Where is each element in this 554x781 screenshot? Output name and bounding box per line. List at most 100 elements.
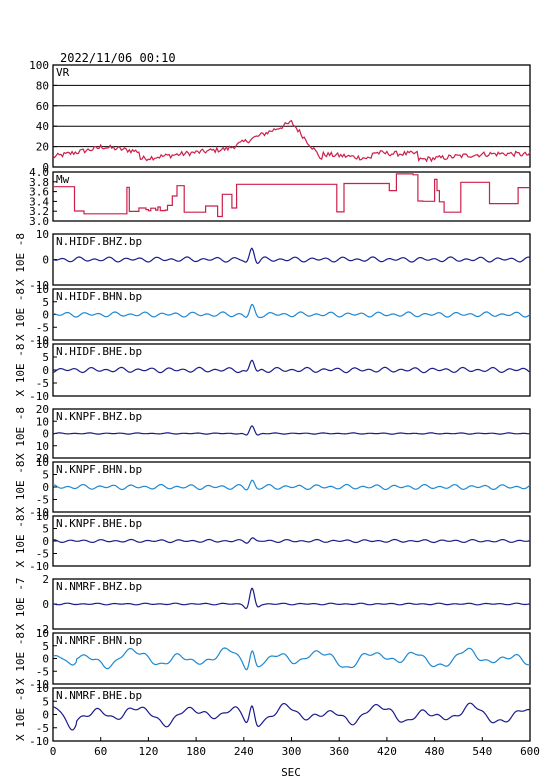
y-tick-label: 10	[36, 338, 49, 351]
y-tick-label: -5	[36, 494, 49, 507]
panel-label: N.NMRF.BHN.bp	[56, 634, 142, 647]
y-tick-label: 0	[42, 598, 49, 611]
y-tick-label: 10	[36, 415, 49, 428]
series-line-knpf-bhz	[52, 425, 530, 436]
y-tick-label: -5	[36, 377, 49, 390]
series-line-knpf-bhe	[53, 537, 531, 544]
y-tick-label: 3.6	[29, 186, 49, 199]
y-tick-label: -10	[29, 678, 49, 691]
y-axis-unit-label: X 10E -8	[14, 688, 27, 741]
y-tick-label: 20	[36, 403, 49, 416]
y-tick-label: 80	[36, 79, 49, 92]
y-tick-label: 5	[42, 296, 49, 309]
y-tick-label: 0	[42, 481, 49, 494]
y-tick-label: -5	[36, 665, 49, 678]
series-line-hidf-bhn	[53, 304, 531, 319]
panel-label: Mw	[56, 173, 70, 186]
y-tick-label: 5	[42, 469, 49, 482]
x-axis: 0 60 120 180 240 300 360 420 480 540 600	[50, 737, 540, 758]
y-tick-label: 0	[42, 364, 49, 377]
y-tick-label: 3.2	[29, 205, 49, 218]
y-axis-unit-label: X 10E -8	[14, 344, 27, 397]
y-tick-label: 0	[42, 428, 49, 441]
y-tick-label: -10	[29, 279, 49, 292]
y-axis-unit-label: X 10E -7	[14, 578, 27, 631]
y-tick-label: -2	[36, 623, 49, 636]
y-tick-label: -5	[36, 722, 49, 735]
series-line-mw	[53, 173, 530, 218]
panel-vr: 100 80 60 40 20 0 VR	[29, 59, 531, 174]
y-tick-label: -5	[36, 321, 49, 334]
y-tick-label: -10	[29, 560, 49, 573]
y-tick-label: 3.4	[29, 195, 49, 208]
y-axis-unit-label: X 10E -8	[14, 233, 27, 286]
y-tick-label: -10	[29, 390, 49, 403]
y-tick-label: 0	[42, 653, 49, 666]
x-tick-label: 180	[186, 745, 206, 758]
y-tick-label: 5	[42, 351, 49, 364]
x-tick-label: 360	[329, 745, 349, 758]
series-line-nmrf-bhe	[53, 702, 531, 731]
x-tick-label: 420	[377, 745, 397, 758]
y-tick-label: 10	[36, 627, 49, 640]
series-line-nmrf-bhz	[52, 587, 531, 610]
y-tick-label: 10	[36, 440, 49, 453]
y-axis-unit-label: X 10E -8	[14, 288, 27, 341]
y-axis-unit-label: X 10E -8	[14, 632, 27, 685]
y-tick-label: 5	[42, 695, 49, 708]
y-tick-label: 10	[36, 456, 49, 469]
y-tick-label: 4.0	[29, 166, 49, 179]
panel-label: VR	[56, 66, 70, 79]
y-tick-label: 100	[29, 59, 49, 72]
panel-label: N.HIDF.BHE.bp	[56, 345, 142, 358]
x-tick-label: 60	[94, 745, 107, 758]
y-tick-label: 3.8	[29, 176, 49, 189]
x-tick-label: 540	[472, 745, 492, 758]
panel-label: N.NMRF.BHZ.bp	[56, 580, 142, 593]
y-axis-unit-label: X 10E -8	[14, 407, 27, 460]
y-axis-unit-label: X 10E -8	[14, 515, 27, 568]
x-tick-label: 480	[425, 745, 445, 758]
series-line-knpf-bhn	[52, 479, 531, 491]
y-tick-label: 0	[42, 309, 49, 322]
panel-label: N.KNPF.BHE.bp	[56, 517, 142, 530]
y-tick-label: 5	[42, 640, 49, 653]
y-axis-unit-label: X 10E -8	[14, 461, 27, 514]
panel-frame	[52, 64, 531, 168]
series-line-vr	[52, 119, 531, 163]
y-tick-label: -5	[36, 548, 49, 561]
panel-frame	[52, 171, 531, 222]
y-tick-label: 20	[36, 452, 49, 465]
x-tick-label: 120	[138, 745, 158, 758]
panel-label: N.KNPF.BHN.bp	[56, 463, 142, 476]
y-tick-label: 10	[36, 228, 49, 241]
y-tick-label: 40	[36, 120, 49, 133]
series-line-hidf-bhe	[52, 359, 531, 374]
y-tick-label: 0	[42, 254, 49, 267]
y-tick-label: -10	[29, 506, 49, 519]
x-axis-label: SEC	[281, 766, 301, 779]
y-tick-label: 60	[36, 100, 49, 113]
panel-label: N.NMRF.BHE.bp	[56, 689, 142, 702]
panel-label: N.HIDF.BHZ.bp	[56, 235, 142, 248]
series-line-hidf-bhz	[52, 247, 531, 264]
y-tick-label: 0	[42, 161, 49, 174]
y-tick-label: 20	[36, 141, 49, 154]
y-tick-label: 3.0	[29, 215, 49, 228]
panel-label: N.KNPF.BHZ.bp	[56, 410, 142, 423]
series-line-nmrf-bhn	[52, 647, 531, 671]
panel-hidf-bhz: 10 0 -10 N.HIDF.BHZ.bp X 10E -8	[14, 228, 531, 292]
y-tick-label: 10	[36, 510, 49, 523]
x-tick-label: 240	[234, 745, 254, 758]
y-tick-label: -10	[29, 735, 49, 748]
figure-title: 2022/11/06 00:10	[60, 51, 176, 65]
panel-label: N.HIDF.BHN.bp	[56, 290, 142, 303]
